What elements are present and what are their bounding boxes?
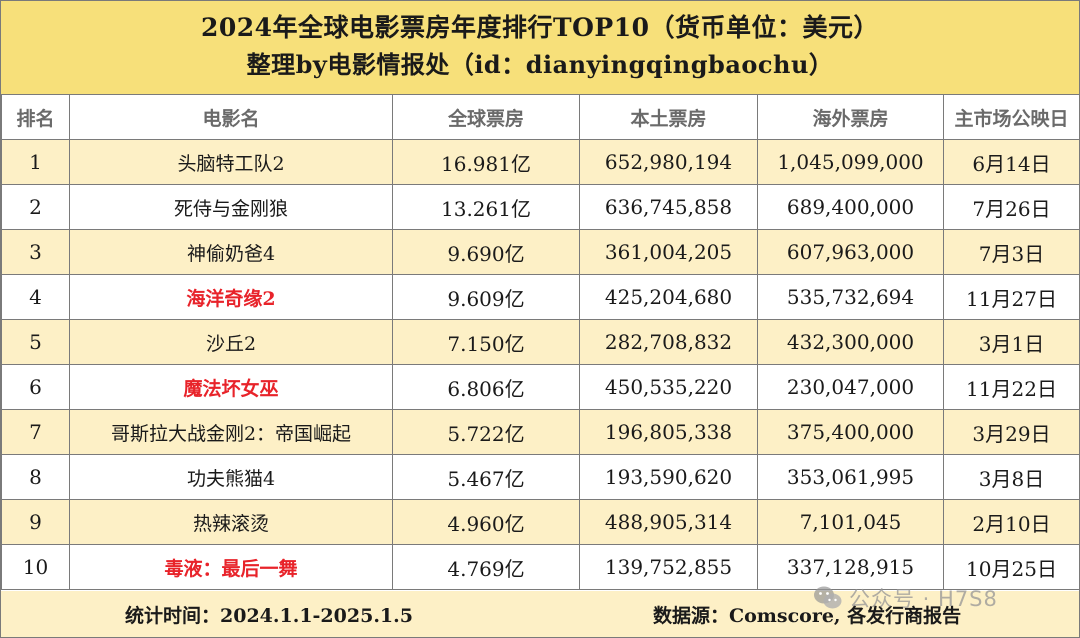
- rank-cell: 4: [1, 274, 70, 320]
- release-date-cell: 7月26日: [943, 184, 1080, 230]
- header-global: 全球票房: [392, 94, 580, 140]
- movie-title-cell: 死侍与金刚狼: [69, 184, 393, 230]
- wechat-icon: [814, 586, 842, 609]
- watermark: 公众号 · H7S8: [813, 583, 998, 613]
- ranking-table: 排名 电影名 全球票房 本土票房 海外票房 主市场公映日 1 头脑特工队2 16.9…: [1, 94, 1080, 590]
- release-date-cell: 7月3日: [943, 229, 1080, 275]
- overseas-gross-cell: 375,400,000: [757, 409, 944, 455]
- overseas-gross-cell: 7,101,045: [757, 499, 944, 545]
- global-gross-cell: 9.609亿: [392, 274, 580, 320]
- movie-title-cell: 热辣滚烫: [69, 499, 393, 545]
- global-gross-cell: 4.960亿: [392, 499, 580, 545]
- footer-bar: 统计时间：2024.1.1-2025.1.5 数据源：Comscore, 各发行…: [1, 591, 1079, 637]
- release-date-cell: 3月8日: [943, 454, 1080, 500]
- movie-title-cell: 头脑特工队2: [69, 139, 393, 185]
- table-row: 6 魔法坏女巫 6.806亿 450,535,220 230,047,000 11月22日: [1, 364, 1080, 410]
- global-gross-cell: 5.722亿: [392, 409, 580, 455]
- table-row: 3 神偷奶爸4 9.690亿 361,004,205 607,963,000 7月3日: [1, 229, 1080, 275]
- overseas-gross-cell: 689,400,000: [757, 184, 944, 230]
- table-row: 10 毒液：最后一舞 4.769亿 139,752,855 337,128,915 10月…: [1, 544, 1080, 590]
- overseas-gross-cell: 1,045,099,000: [757, 139, 944, 185]
- table-row: 7 哥斯拉大战金刚2：帝国崛起 5.722亿 196,805,338 375,400,0…: [1, 409, 1080, 455]
- rank-cell: 1: [1, 139, 70, 185]
- overseas-gross-cell: 432,300,000: [757, 319, 944, 365]
- domestic-gross-cell: 652,980,194: [579, 139, 758, 185]
- movie-title-cell: 哥斯拉大战金刚2：帝国崛起: [69, 409, 393, 455]
- table-row: 2 死侍与金刚狼 13.261亿 636,745,858 689,400,000 7月26…: [1, 184, 1080, 230]
- overseas-gross-cell: 607,963,000: [757, 229, 944, 275]
- table-row: 1 头脑特工队2 16.981亿 652,980,194 1,045,099,000 6月…: [1, 139, 1080, 185]
- global-gross-cell: 7.150亿: [392, 319, 580, 365]
- global-gross-cell: 13.261亿: [392, 184, 580, 230]
- release-date-cell: 2月10日: [943, 499, 1080, 545]
- overseas-gross-cell: 535,732,694: [757, 274, 944, 320]
- overseas-gross-cell: 337,128,915: [757, 544, 944, 590]
- header-domestic: 本土票房: [579, 94, 758, 140]
- domestic-gross-cell: 361,004,205: [579, 229, 758, 275]
- movie-title-cell: 海洋奇缘2: [69, 274, 393, 320]
- global-gross-cell: 4.769亿: [392, 544, 580, 590]
- global-gross-cell: 6.806亿: [392, 364, 580, 410]
- page-title: 2024年全球电影票房年度排行TOP10（货币单位：美元）: [200, 13, 880, 42]
- release-date-cell: 11月27日: [943, 274, 1080, 320]
- rank-cell: 9: [1, 499, 70, 545]
- header-title: 电影名: [69, 94, 393, 140]
- rank-cell: 10: [1, 544, 70, 590]
- overseas-gross-cell: 230,047,000: [757, 364, 944, 410]
- header-rank: 排名: [1, 94, 70, 140]
- movie-title-cell: 神偷奶爸4: [69, 229, 393, 275]
- page-subtitle: 整理by电影情报处（id：dianyingqingbaochu）: [246, 50, 834, 79]
- global-gross-cell: 5.467亿: [392, 454, 580, 500]
- global-gross-cell: 9.690亿: [392, 229, 580, 275]
- release-date-cell: 3月29日: [943, 409, 1080, 455]
- domestic-gross-cell: 196,805,338: [579, 409, 758, 455]
- domestic-gross-cell: 636,745,858: [579, 184, 758, 230]
- table-row: 5 沙丘2 7.150亿 282,708,832 432,300,000 3月1日: [1, 319, 1080, 365]
- rank-cell: 2: [1, 184, 70, 230]
- domestic-gross-cell: 450,535,220: [579, 364, 758, 410]
- stat-period: 统计时间：2024.1.1-2025.1.5: [125, 605, 413, 627]
- release-date-cell: 6月14日: [943, 139, 1080, 185]
- table-row: 9 热辣滚烫 4.960亿 488,905,314 7,101,045 2月10日: [1, 499, 1080, 545]
- global-gross-cell: 16.981亿: [392, 139, 580, 185]
- rank-cell: 5: [1, 319, 70, 365]
- rank-cell: 6: [1, 364, 70, 410]
- domestic-gross-cell: 139,752,855: [579, 544, 758, 590]
- rank-cell: 7: [1, 409, 70, 455]
- movie-title-cell: 沙丘2: [69, 319, 393, 365]
- domestic-gross-cell: 425,204,680: [579, 274, 758, 320]
- release-date-cell: 10月25日: [943, 544, 1080, 590]
- title-banner: 2024年全球电影票房年度排行TOP10（货币单位：美元） 整理by电影情报处（…: [1, 1, 1079, 95]
- watermark-text: 公众号 · H7S8: [849, 587, 998, 611]
- table-row: 4 海洋奇缘2 9.609亿 425,204,680 535,732,694 11月27日: [1, 274, 1080, 320]
- release-date-cell: 11月22日: [943, 364, 1080, 410]
- rank-cell: 3: [1, 229, 70, 275]
- data-source: 数据源：Comscore, 各发行商报告: [653, 605, 962, 627]
- domestic-gross-cell: 282,708,832: [579, 319, 758, 365]
- movie-title-cell: 功夫熊猫4: [69, 454, 393, 500]
- header-row: 排名 电影名 全球票房 本土票房 海外票房 主市场公映日: [1, 94, 1080, 140]
- domestic-gross-cell: 488,905,314: [579, 499, 758, 545]
- overseas-gross-cell: 353,061,995: [757, 454, 944, 500]
- movie-title-cell: 魔法坏女巫: [69, 364, 393, 410]
- domestic-gross-cell: 193,590,620: [579, 454, 758, 500]
- table-row: 8 功夫熊猫4 5.467亿 193,590,620 353,061,995 3月8日: [1, 454, 1080, 500]
- rank-cell: 8: [1, 454, 70, 500]
- header-release: 主市场公映日: [943, 94, 1080, 140]
- release-date-cell: 3月1日: [943, 319, 1080, 365]
- header-overseas: 海外票房: [757, 94, 944, 140]
- movie-title-cell: 毒液：最后一舞: [69, 544, 393, 590]
